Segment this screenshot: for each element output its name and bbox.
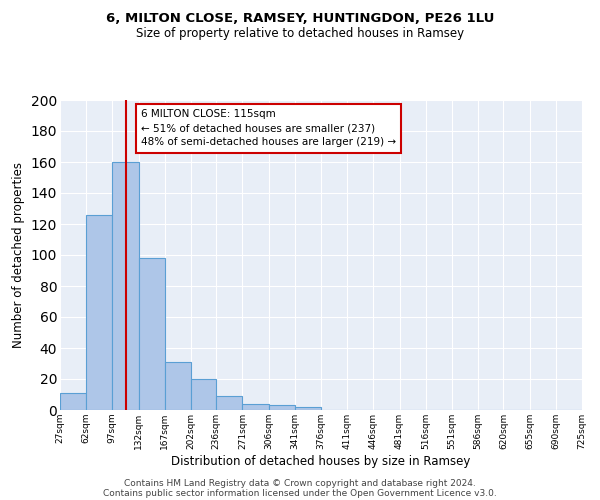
X-axis label: Distribution of detached houses by size in Ramsey: Distribution of detached houses by size … <box>172 454 470 468</box>
Text: 6 MILTON CLOSE: 115sqm
← 51% of detached houses are smaller (237)
48% of semi-de: 6 MILTON CLOSE: 115sqm ← 51% of detached… <box>141 110 396 148</box>
Text: Contains public sector information licensed under the Open Government Licence v3: Contains public sector information licen… <box>103 488 497 498</box>
Text: 6, MILTON CLOSE, RAMSEY, HUNTINGDON, PE26 1LU: 6, MILTON CLOSE, RAMSEY, HUNTINGDON, PE2… <box>106 12 494 26</box>
Bar <box>60 393 86 410</box>
Bar <box>112 162 139 410</box>
Text: Contains HM Land Registry data © Crown copyright and database right 2024.: Contains HM Land Registry data © Crown c… <box>124 478 476 488</box>
Y-axis label: Number of detached properties: Number of detached properties <box>12 162 25 348</box>
Bar <box>191 379 217 410</box>
Bar <box>217 396 242 410</box>
Bar <box>269 406 295 410</box>
Bar <box>164 362 191 410</box>
Bar <box>86 214 112 410</box>
Bar <box>295 407 321 410</box>
Bar <box>242 404 269 410</box>
Text: Size of property relative to detached houses in Ramsey: Size of property relative to detached ho… <box>136 28 464 40</box>
Bar <box>139 258 164 410</box>
